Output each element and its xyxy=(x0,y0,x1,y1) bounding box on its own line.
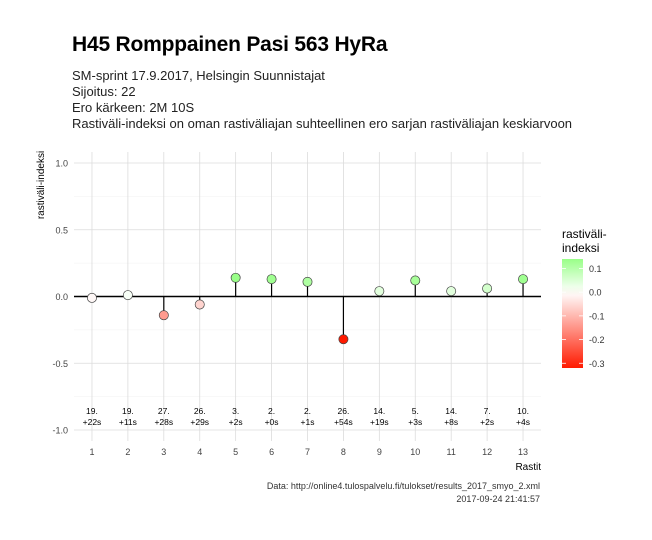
x-tick-label: 5 xyxy=(233,447,238,457)
subtitle-rank: Sijoitus: 22 xyxy=(72,84,136,99)
x-tick-label: 8 xyxy=(341,447,346,457)
data-point xyxy=(446,286,457,297)
point-time-label: +0s xyxy=(265,417,279,427)
legend-colorbar xyxy=(562,259,583,368)
y-tick-label: 0.5 xyxy=(55,225,68,235)
x-tick-label: 9 xyxy=(377,447,382,457)
point-time-label: +2s xyxy=(229,417,243,427)
y-tick-label: -1.0 xyxy=(52,426,68,436)
data-point xyxy=(338,334,349,345)
x-tick-label: 4 xyxy=(197,447,202,457)
subtitle-gap: Ero kärkeen: 2M 10S xyxy=(72,100,195,115)
y-tick-label: 0.0 xyxy=(55,292,68,302)
data-point xyxy=(410,275,421,286)
data-point xyxy=(518,274,528,285)
x-tick-label: 7 xyxy=(305,447,310,457)
legend-tick-label: 0.1 xyxy=(589,264,602,274)
point-time-label: +3s xyxy=(408,417,422,427)
point-rank-label: 2. xyxy=(304,406,311,416)
x-tick-label: 10 xyxy=(410,447,420,457)
legend-tick-label: 0.0 xyxy=(589,288,602,298)
point-time-label: +19s xyxy=(370,417,389,427)
point-time-label: +11s xyxy=(119,417,137,427)
source-note: Data: http://online4.tulospalvelu.fi/tul… xyxy=(266,481,540,491)
point-time-label: +1s xyxy=(301,417,315,427)
point-rank-label: 19. xyxy=(86,406,98,416)
point-rank-label: 2. xyxy=(268,406,275,416)
chart-title: H45 Romppainen Pasi 563 HyRa xyxy=(72,33,388,56)
x-tick-label: 12 xyxy=(482,447,492,457)
point-rank-label: 5. xyxy=(412,406,419,416)
x-tick-label: 13 xyxy=(518,447,528,457)
x-tick-label: 11 xyxy=(447,447,456,457)
subtitle-description: Rastiväli-indeksi on oman rastiväliajan … xyxy=(72,116,573,131)
point-rank-label: 26. xyxy=(194,406,206,416)
point-time-label: +22s xyxy=(83,417,102,427)
y-tick-label: 1.0 xyxy=(55,159,68,169)
data-point xyxy=(158,310,169,321)
point-rank-label: 7. xyxy=(484,406,491,416)
point-rank-label: 26. xyxy=(338,406,350,416)
data-point xyxy=(266,274,277,285)
x-tick-label: 3 xyxy=(161,447,166,457)
legend-tick-label: -0.2 xyxy=(589,335,605,345)
data-point xyxy=(87,292,97,303)
point-rank-label: 14. xyxy=(445,406,457,416)
legend-tick-label: -0.3 xyxy=(589,359,605,369)
point-rank-label: 3. xyxy=(232,406,239,416)
point-time-label: +28s xyxy=(154,417,173,427)
point-rank-label: 14. xyxy=(373,406,385,416)
y-axis-title: rastiväli-indeksi xyxy=(36,151,47,219)
legend-title-line1: rastiväli- xyxy=(562,227,607,241)
data-point xyxy=(482,283,493,294)
x-axis-title: Rastit xyxy=(515,462,541,473)
point-time-label: +4s xyxy=(516,417,530,427)
legend-tick-label: -0.1 xyxy=(589,311,605,321)
x-tick-label: 2 xyxy=(125,447,130,457)
point-time-label: +2s xyxy=(480,417,494,427)
x-tick-label: 1 xyxy=(89,447,94,457)
subtitle-event: SM-sprint 17.9.2017, Helsingin Suunnista… xyxy=(72,68,325,83)
x-tick-label: 6 xyxy=(269,447,274,457)
point-time-label: +54s xyxy=(334,417,353,427)
legend-title-line2: indeksi xyxy=(562,241,599,255)
data-point xyxy=(194,299,205,310)
data-point xyxy=(122,290,133,301)
timestamp: 2017-09-24 21:41:57 xyxy=(456,494,540,504)
y-tick-label: -0.5 xyxy=(52,359,68,369)
data-point xyxy=(230,272,241,283)
point-rank-label: 27. xyxy=(158,406,170,416)
point-rank-label: 19. xyxy=(122,406,134,416)
point-rank-label: 10. xyxy=(517,406,529,416)
point-time-label: +8s xyxy=(444,417,458,427)
data-point xyxy=(302,276,313,287)
point-time-label: +29s xyxy=(190,417,209,427)
data-point xyxy=(374,286,385,297)
